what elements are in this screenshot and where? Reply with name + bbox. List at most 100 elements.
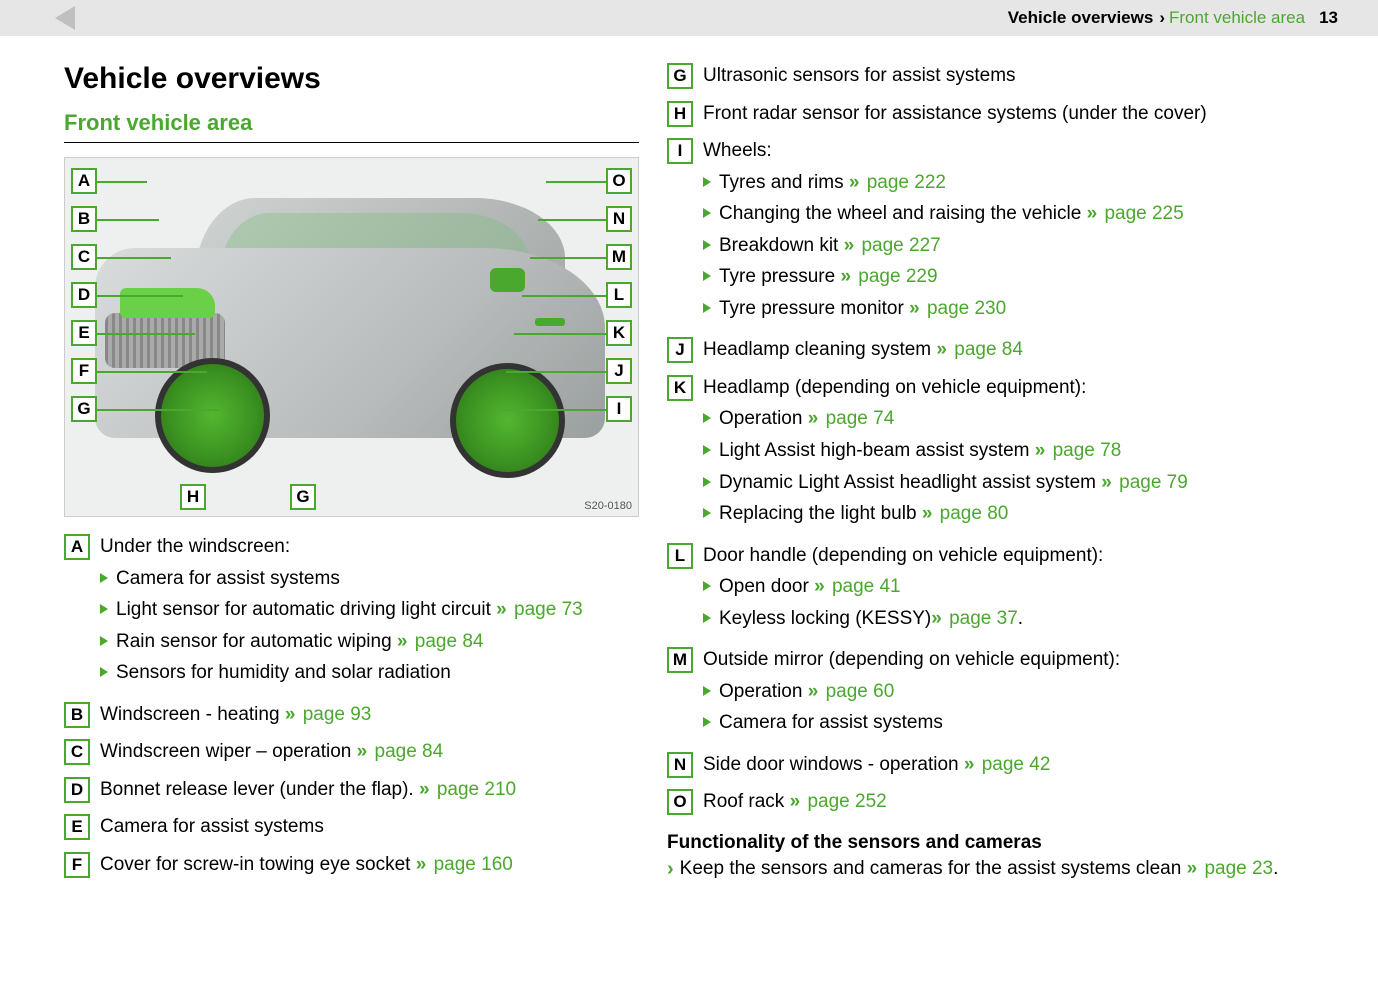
item-text: Under the windscreen: [100, 536, 290, 557]
reference-marker-icon: » [285, 704, 296, 725]
page-reference[interactable]: page 225 [1104, 203, 1183, 224]
sub-item: Light Assist high-beam assist system » p… [703, 437, 1314, 465]
car-headlamp [120, 288, 215, 318]
sub-item: Operation » page 60 [703, 678, 1314, 706]
component-item-k: K Headlamp (depending on vehicle equipmen… [667, 374, 1314, 532]
component-item-h: HFront radar sensor for assistance syste… [667, 100, 1314, 128]
item-text: Headlamp (depending on vehicle equipment… [703, 377, 1086, 398]
sub-item: Light sensor for automatic driving light… [100, 596, 639, 624]
page-reference[interactable]: page 80 [940, 503, 1009, 524]
sub-item: Camera for assist systems [100, 565, 639, 593]
page-reference[interactable]: page 222 [867, 172, 946, 193]
sub-item: Tyres and rims » page 222 [703, 169, 1314, 197]
reference-marker-icon: » [496, 599, 507, 620]
sub-item-text: Changing the wheel and raising the vehic… [719, 203, 1087, 224]
item-text: Windscreen wiper – operation [100, 741, 357, 762]
diagram-label-m: M [606, 244, 632, 270]
reference-marker-icon: » [416, 854, 427, 875]
triangle-bullet-icon [100, 636, 108, 646]
sub-item-text: Tyres and rims [719, 172, 849, 193]
triangle-bullet-icon [100, 604, 108, 614]
chevron-icon: › [667, 858, 674, 881]
triangle-bullet-icon [703, 477, 711, 487]
page-reference[interactable]: page 93 [303, 704, 372, 725]
reference-marker-icon: » [1101, 472, 1112, 493]
breadcrumb-sep: › [1159, 8, 1165, 28]
page-reference[interactable]: page 42 [982, 754, 1051, 775]
diagram-label-l: L [606, 282, 632, 308]
page-reference[interactable]: page 229 [858, 266, 937, 287]
sub-item-text: Sensors for humidity and solar radiation [116, 662, 451, 683]
page-reference[interactable]: page 84 [375, 741, 444, 762]
note-tail: . [1273, 858, 1278, 879]
triangle-bullet-icon [100, 667, 108, 677]
page-reference[interactable]: page 41 [832, 576, 901, 597]
page-header: Vehicle overviews › Front vehicle area 1… [0, 0, 1378, 36]
diagram-label-h-bottom: H [180, 484, 206, 510]
car-wheel-rear [450, 363, 565, 478]
letter-box: F [64, 852, 90, 878]
item-text: Front radar sensor for assistance system… [703, 103, 1207, 124]
reference-marker-icon: » [357, 741, 368, 762]
page-reference[interactable]: page 227 [861, 235, 940, 256]
page-reference[interactable]: page 252 [807, 791, 886, 812]
reference-marker-icon: » [936, 339, 947, 360]
triangle-bullet-icon [703, 271, 711, 281]
triangle-bullet-icon [703, 240, 711, 250]
letter-box: G [667, 63, 693, 89]
item-text: Ultrasonic sensors for assist systems [703, 65, 1016, 86]
letter-box: M [667, 647, 693, 673]
reference-marker-icon: » [909, 298, 920, 319]
reference-marker-icon: » [1187, 858, 1198, 879]
reference-marker-icon: » [419, 779, 430, 800]
page-number: 13 [1319, 8, 1338, 28]
page-reference[interactable]: page 78 [1053, 440, 1122, 461]
note-text: Keep the sensors and cameras for the ass… [680, 858, 1187, 879]
car-wheel-front [155, 358, 270, 473]
diagram-label-o: O [606, 168, 632, 194]
triangle-bullet-icon [703, 303, 711, 313]
component-item-m: M Outside mirror (depending on vehicle eq… [667, 646, 1314, 741]
page-reference[interactable]: page 230 [927, 298, 1006, 319]
page-reference[interactable]: page 74 [826, 408, 895, 429]
page-reference[interactable]: page 23 [1204, 858, 1273, 879]
sub-item: Keyless locking (KESSY)» page 37. [703, 605, 1314, 633]
page-reference[interactable]: page 84 [954, 339, 1023, 360]
sub-item: Camera for assist systems [703, 709, 1314, 737]
page-reference[interactable]: page 37 [949, 608, 1018, 629]
page-reference[interactable]: page 60 [826, 681, 895, 702]
page-reference[interactable]: page 84 [415, 631, 484, 652]
reference-marker-icon: » [849, 172, 860, 193]
component-list-left: AUnder the windscreen:Camera for assist … [64, 533, 639, 878]
letter-box: J [667, 337, 693, 363]
item-text: Outside mirror (depending on vehicle equ… [703, 649, 1120, 670]
vehicle-diagram: S20-0180 ABCDEFGONMLKJIHG [64, 157, 639, 517]
diagram-label-c: C [71, 244, 97, 270]
item-text: Cover for screw-in towing eye socket [100, 854, 416, 875]
letter-box: N [667, 752, 693, 778]
reference-marker-icon: » [1035, 440, 1046, 461]
letter-box: E [64, 814, 90, 840]
diagram-label-k: K [606, 320, 632, 346]
diagram-label-a: A [71, 168, 97, 194]
triangle-bullet-icon [703, 177, 711, 187]
page-reference[interactable]: page 79 [1119, 472, 1188, 493]
sub-item: Operation » page 74 [703, 405, 1314, 433]
header-arrow-icon [55, 6, 75, 30]
letter-box: K [667, 375, 693, 401]
component-item-i: IWheels:Tyres and rims » page 222Changin… [667, 137, 1314, 326]
component-item-d: DBonnet release lever (under the flap). … [64, 776, 639, 804]
sub-item: Tyre pressure » page 229 [703, 263, 1314, 291]
sub-item-text: Replacing the light bulb [719, 503, 922, 524]
sub-item: Rain sensor for automatic wiping » page … [100, 628, 639, 656]
page-reference[interactable]: page 210 [437, 779, 516, 800]
page-reference[interactable]: page 160 [434, 854, 513, 875]
sub-item-text: Rain sensor for automatic wiping [116, 631, 397, 652]
item-text: Camera for assist systems [100, 816, 324, 837]
sub-item: Changing the wheel and raising the vehic… [703, 200, 1314, 228]
car-door-handle [535, 318, 565, 326]
sub-item-text: Operation [719, 408, 808, 429]
page-reference[interactable]: page 73 [514, 599, 583, 620]
triangle-bullet-icon [703, 717, 711, 727]
diagram-label-e: E [71, 320, 97, 346]
